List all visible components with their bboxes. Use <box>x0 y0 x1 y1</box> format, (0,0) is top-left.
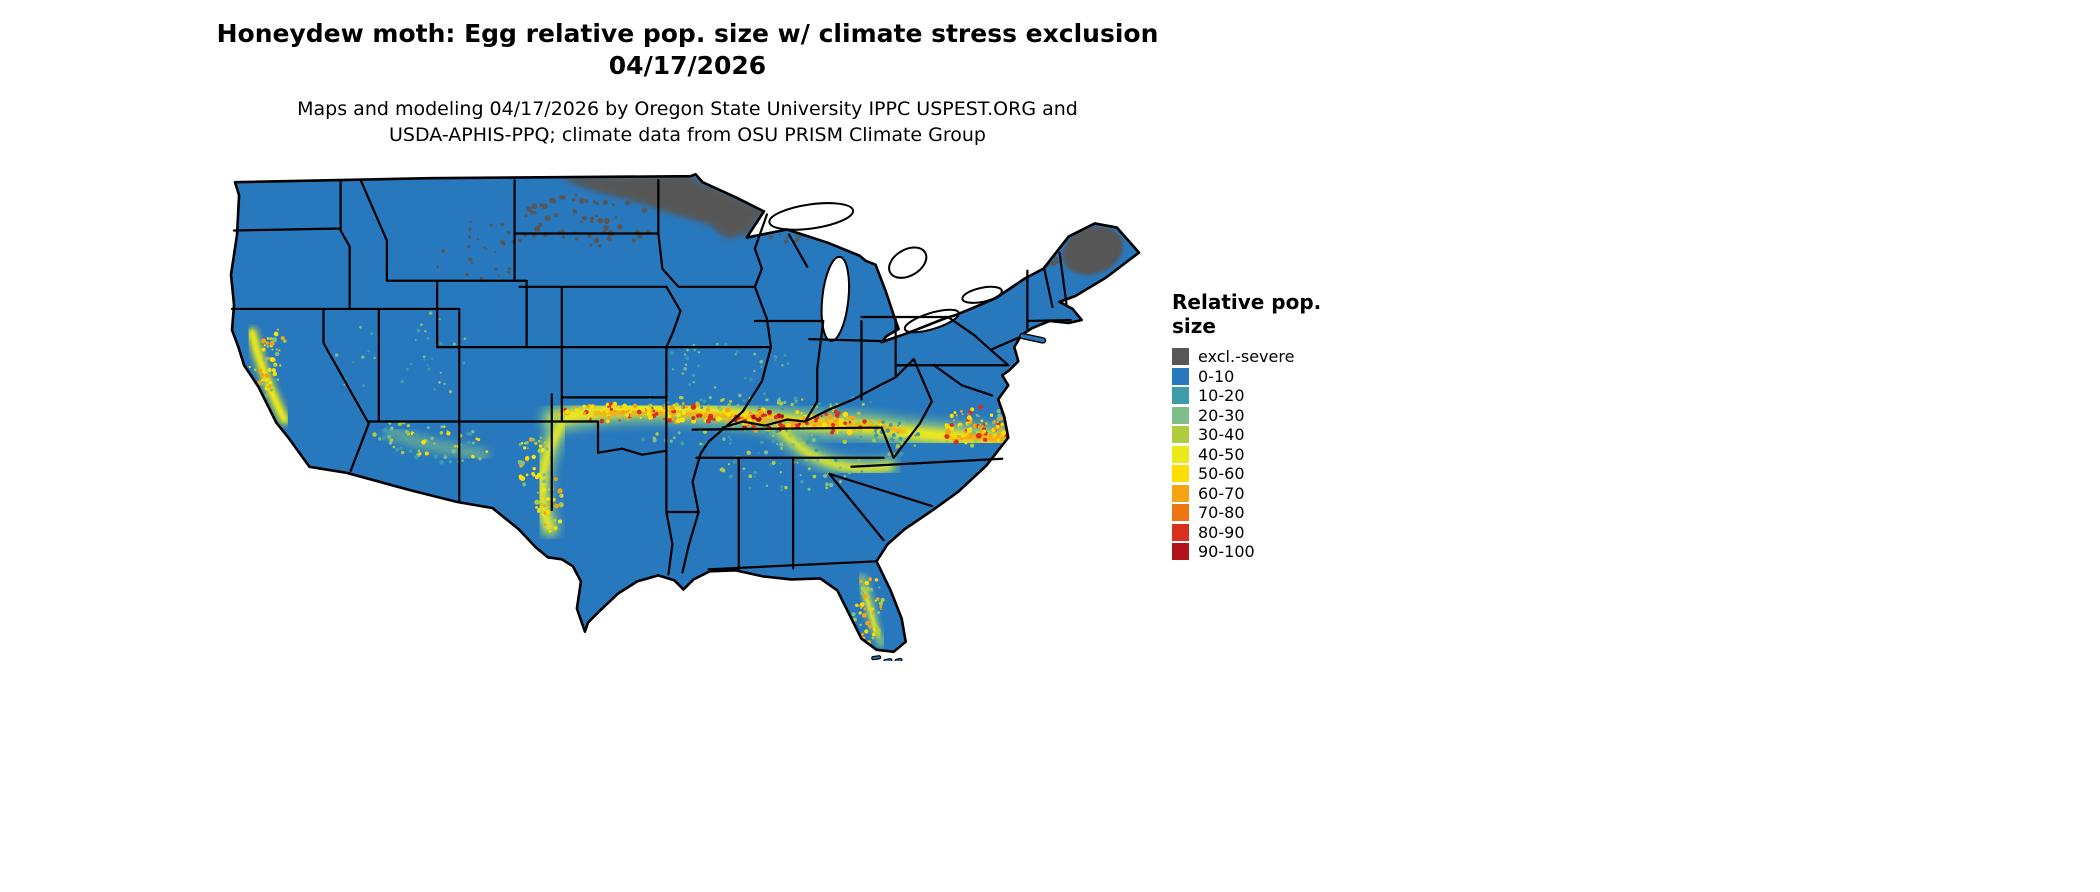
legend-item: 50-60 <box>1172 465 1372 482</box>
legend-swatch <box>1172 426 1189 443</box>
legend-label: 20-30 <box>1198 405 1245 425</box>
legend-item: 90-100 <box>1172 543 1372 560</box>
legend-label: 30-40 <box>1198 425 1245 444</box>
map-title-date: 04/17/2026 <box>608 51 767 80</box>
legend-label: 70-80 <box>1198 503 1245 522</box>
legend-swatch <box>1172 445 1189 463</box>
legend-item: 0-10 <box>1172 366 1372 386</box>
great-lakes <box>768 202 1003 342</box>
band-yellow-south <box>772 420 893 472</box>
legend-swatch <box>1172 406 1189 424</box>
exclusion-maine <box>1062 226 1124 275</box>
legend-swatch <box>1172 465 1189 482</box>
legend-item: 60-70 <box>1172 483 1372 503</box>
legend-swatch <box>1172 523 1189 541</box>
legend-swatch <box>1172 348 1189 365</box>
legend-item: 80-90 <box>1172 522 1372 542</box>
legend-item: 30-40 <box>1172 426 1372 443</box>
exclusion-adirondacks <box>1014 256 1045 271</box>
state-boundaries <box>230 179 1072 576</box>
legend-item: excl.-severe <box>1172 348 1372 365</box>
legend-label: 0-10 <box>1198 366 1235 386</box>
legend-label: 40-50 <box>1198 444 1245 464</box>
legend-swatch <box>1172 484 1189 502</box>
long-island <box>1019 332 1047 344</box>
population-overlays <box>243 175 1124 648</box>
legend-label: 80-90 <box>1198 522 1245 542</box>
legend-label: 10-20 <box>1198 386 1245 405</box>
lake-michigan <box>820 255 851 342</box>
legend: Relative pop. size excl.-severe 0-10 10-20… <box>1172 290 1372 563</box>
legend-item: 40-50 <box>1172 444 1372 464</box>
us-map <box>228 168 1143 664</box>
header: Honeydew moth: Egg relative pop. size w/… <box>0 18 1375 148</box>
band-arizona <box>383 426 490 461</box>
lake-huron <box>888 246 928 279</box>
legend-items: excl.-severe 0-10 10-20 20-30 30-40 40-50 50-6… <box>1172 348 1372 560</box>
exclusion-north-strip <box>559 175 765 239</box>
legend-label: excl.-severe <box>1198 347 1295 366</box>
map-subtitle-line2: USDA-APHIS-PPQ; climate data from OSU PR… <box>389 124 986 146</box>
legend-swatch <box>1172 367 1189 385</box>
map-subtitle-line1: Maps and modeling 04/17/2026 by Oregon S… <box>297 98 1078 120</box>
raster-speckles <box>243 193 1060 645</box>
us-map-svg <box>229 172 1141 664</box>
legend-item: 10-20 <box>1172 387 1372 404</box>
legend-title: Relative pop. size <box>1172 290 1322 338</box>
legend-label: 50-60 <box>1198 464 1245 483</box>
legend-swatch <box>1172 504 1189 521</box>
legend-swatch <box>1172 543 1189 560</box>
legend-label: 60-70 <box>1198 483 1245 503</box>
legend-swatch <box>1172 387 1189 404</box>
legend-label: 90-100 <box>1198 542 1255 561</box>
map-title-line1: Honeydew moth: Egg relative pop. size w/… <box>216 19 1159 48</box>
lake-superior <box>768 202 855 231</box>
legend-item: 70-80 <box>1172 504 1372 521</box>
legend-item: 20-30 <box>1172 405 1372 425</box>
florida-keys <box>871 655 903 664</box>
